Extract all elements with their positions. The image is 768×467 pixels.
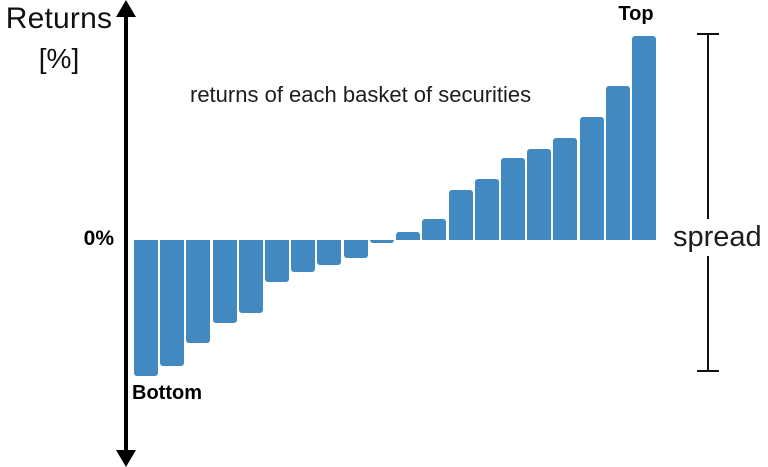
bar-basket-19 [606, 85, 630, 240]
y-axis-units: [%] [38, 43, 80, 74]
zero-percent-tick-label: 0% [83, 227, 114, 250]
bar-basket-6 [265, 239, 289, 282]
spread-bracket-top-cap [697, 33, 719, 35]
spread-bracket-line [707, 34, 709, 372]
top-basket-label: Top [618, 3, 654, 25]
bar-basket-17 [553, 137, 577, 240]
bar-basket-10 [370, 239, 394, 243]
y-axis-line [124, 10, 128, 456]
spread-bracket-bottom-cap [697, 370, 719, 372]
spread-label: spread [672, 219, 763, 256]
bar-basket-5 [239, 239, 263, 313]
bar-basket-9 [344, 239, 368, 258]
bar-basket-2 [160, 239, 184, 366]
y-axis-title: Returns [5, 2, 113, 35]
bar-basket-3 [186, 239, 210, 343]
bar-basket-12 [422, 218, 446, 240]
bar-basket-4 [213, 239, 237, 323]
bar-basket-16 [527, 148, 551, 240]
bar-basket-18 [580, 116, 604, 240]
bar-basket-20 [632, 35, 656, 240]
annotation-text: returns of each basket of securities [190, 82, 532, 107]
bar-basket-1 [134, 239, 158, 376]
bar-basket-13 [449, 189, 473, 240]
bar-basket-15 [501, 157, 525, 240]
bar-basket-14 [475, 178, 499, 240]
bar-basket-11 [396, 231, 420, 240]
bottom-basket-label: Bottom [132, 382, 202, 404]
y-axis-arrow-up-icon [116, 0, 136, 17]
bar-basket-7 [291, 239, 315, 272]
y-axis-arrow-down-icon [116, 450, 136, 467]
bar-basket-8 [317, 239, 341, 265]
